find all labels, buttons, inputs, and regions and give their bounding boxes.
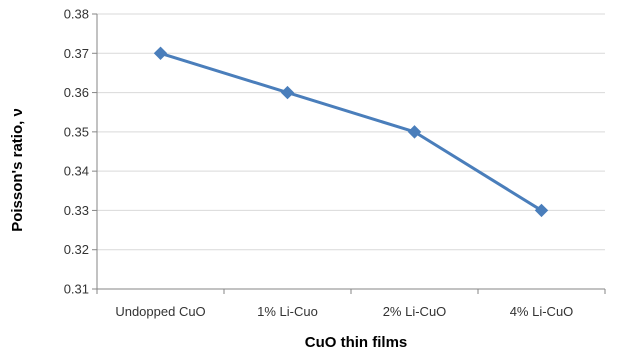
x-tick-label: Undopped CuO — [115, 304, 205, 319]
data-point-marker — [280, 85, 295, 100]
y-tick-label: 0.33 — [64, 203, 89, 218]
y-tick-label: 0.37 — [64, 46, 89, 61]
x-tick-label: 4% Li-CuO — [510, 304, 574, 319]
y-axis-title: Poisson's ratio, ν — [9, 108, 26, 232]
y-tick-label: 0.32 — [64, 242, 89, 257]
y-tick-label: 0.31 — [64, 282, 89, 297]
x-axis-title: CuO thin films — [305, 334, 408, 351]
gridlines — [97, 13, 605, 251]
series-line — [159, 51, 543, 212]
data-series — [153, 46, 549, 218]
x-tick-label: 2% Li-CuO — [383, 304, 447, 319]
y-tick-label: 0.35 — [64, 124, 89, 139]
y-tick-label: 0.34 — [64, 164, 89, 179]
data-point-marker — [407, 125, 422, 139]
y-tick-label: 0.36 — [64, 85, 89, 100]
y-tick-labels: 0.31 0.32 0.33 0.34 0.35 0.36 0.37 0.38 — [64, 7, 89, 297]
data-point-marker — [534, 203, 549, 218]
axes — [92, 13, 606, 294]
x-tick-label: 1% Li-Cuo — [257, 304, 318, 319]
y-tick-label: 0.38 — [64, 7, 89, 22]
data-point-marker — [153, 46, 168, 60]
x-tick-labels: Undopped CuO 1% Li-Cuo 2% Li-CuO 4% Li-CuO — [115, 304, 573, 319]
